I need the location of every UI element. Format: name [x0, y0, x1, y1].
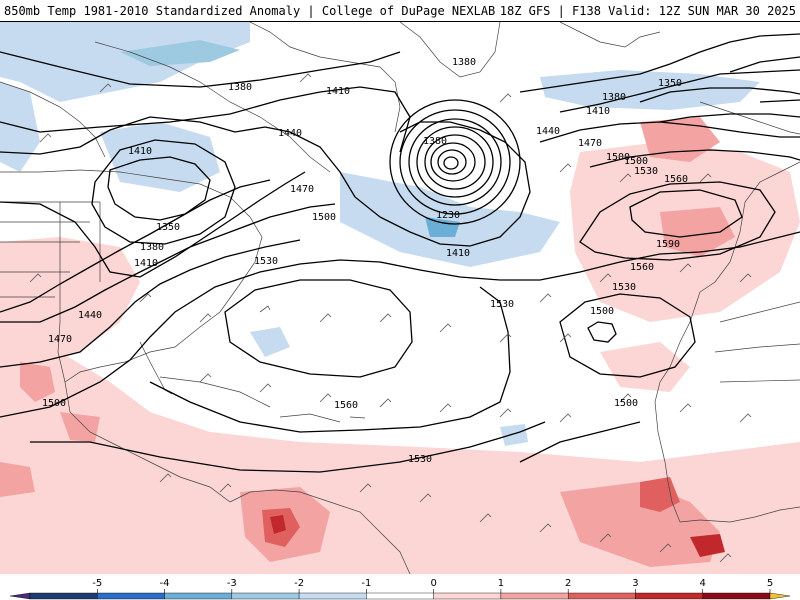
contour-label: 1410: [326, 86, 350, 97]
contour-label: 1380: [423, 136, 447, 147]
contour-label: 1410: [446, 248, 470, 259]
contour-labels: 1380 1380 1410 1410 1440 1470 1500 1530 …: [42, 57, 688, 465]
contour-label: 1380: [228, 82, 252, 93]
coastlines: [0, 22, 800, 574]
colorbar-tick-label: 3: [632, 578, 638, 589]
colorbar-tick-label: -1: [361, 578, 371, 589]
colorbar-tick-label: 0: [430, 578, 436, 589]
contour-label: 1440: [536, 126, 560, 137]
map-header: 850mb Temp 1981-2010 Standardized Anomal…: [0, 0, 800, 22]
contour-label: 1350: [658, 78, 682, 89]
weather-map: 1380 1380 1410 1410 1440 1470 1500 1530 …: [0, 22, 800, 574]
contour-label: 1410: [586, 106, 610, 117]
colorbar-tick-label: -2: [294, 578, 304, 589]
colorbar-segment: [231, 592, 300, 600]
wind-barbs: [29, 73, 752, 563]
contour-label: 1500: [614, 398, 638, 409]
model-run-info: 18Z GFS | F138 Valid: 12Z SUN MAR 30 202…: [499, 4, 796, 18]
colorbar-segment: [567, 592, 636, 600]
contour-label: 1500: [312, 212, 336, 223]
colorbar-segment: [500, 592, 569, 600]
colorbar-segment: [97, 592, 165, 600]
height-contours: [0, 33, 800, 473]
contour-label: 1530: [254, 256, 278, 267]
colorbar-tick-label: -3: [227, 578, 237, 589]
contour-label: 1470: [48, 334, 72, 345]
map-title: 850mb Temp 1981-2010 Standardized Anomal…: [4, 4, 496, 18]
contour-label: 1590: [656, 239, 680, 250]
contour-label: 1470: [578, 138, 602, 149]
contour-label: 1410: [134, 258, 158, 269]
colorbar-segment: [164, 592, 233, 600]
colorbar-segment: [635, 592, 703, 600]
colorbar-segment: [366, 592, 434, 600]
colorbar-segment: [298, 592, 367, 600]
contour-label: 1560: [630, 262, 654, 273]
contour-label: 1380: [452, 57, 476, 68]
contour-label: 1530: [612, 282, 636, 293]
contour-label: 1500: [624, 156, 648, 167]
contour-label: 1500: [590, 306, 614, 317]
contour-label: 1350: [156, 222, 180, 233]
contour-label: 1380: [140, 242, 164, 253]
contour-label: 1410: [128, 146, 152, 157]
contour-label: 1500: [42, 398, 66, 409]
colorbar-tick-label: 2: [565, 578, 571, 589]
colorbar-segment: [9, 592, 31, 600]
colorbar-segment: [29, 592, 98, 600]
colorbar-tick-label: -4: [160, 578, 170, 589]
contour-label: 1530: [634, 166, 658, 177]
contour-label: 1440: [278, 128, 302, 139]
contour-label: 1440: [78, 310, 102, 321]
anomaly-colorbar: -5 -4 -3 -2 -1 0 1 2 3 4 5: [9, 578, 791, 600]
contour-label: 1530: [490, 299, 514, 310]
colorbar-tick-label: 4: [700, 578, 706, 589]
low-pressure-contours: [389, 99, 521, 225]
colorbar-segment: [702, 592, 771, 600]
contour-label: 1230: [436, 210, 460, 221]
contour-label: 1380: [602, 92, 626, 103]
colorbar-segment: [433, 592, 502, 600]
colorbar-tick-label: 5: [767, 578, 773, 589]
contour-label: 1560: [664, 174, 688, 185]
colorbar-segments: [9, 592, 791, 600]
contour-label: 1500: [606, 152, 630, 163]
colorbar-tick-label: -5: [92, 578, 102, 589]
colorbar-segment: [769, 592, 791, 600]
contour-label: 1470: [290, 184, 314, 195]
contour-label: 1530: [408, 454, 432, 465]
colorbar-ticks: -5 -4 -3 -2 -1 0 1 2 3 4 5: [92, 578, 773, 593]
colorbar-tick-label: 1: [498, 578, 504, 589]
contour-label: 1560: [334, 400, 358, 411]
